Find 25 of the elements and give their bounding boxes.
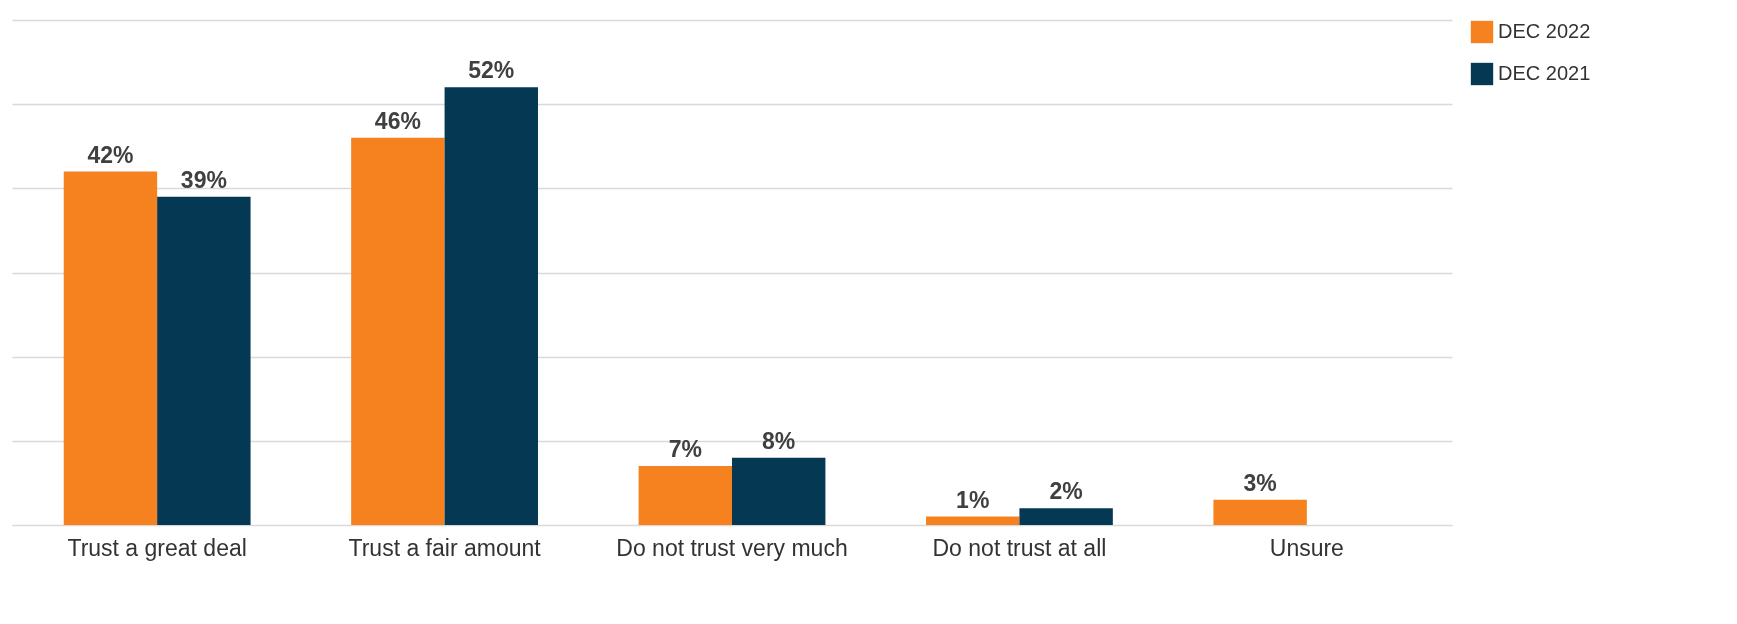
- data-label: 46%: [374, 107, 421, 134]
- data-label: 3%: [1243, 469, 1277, 496]
- x-tick-label: Do not trust very much: [616, 534, 848, 561]
- x-tick-label: Trust a fair amount: [348, 534, 542, 561]
- x-tick-label: Trust a great deal: [67, 534, 247, 561]
- bar: [444, 87, 538, 525]
- data-label: 7%: [668, 436, 702, 463]
- data-label: 42%: [87, 141, 134, 168]
- bar: [926, 516, 1020, 525]
- legend-label: DEC 2021: [1498, 62, 1591, 84]
- data-label: 39%: [180, 166, 227, 193]
- bar: [157, 196, 251, 525]
- bar: [63, 171, 158, 525]
- bar: [638, 466, 732, 525]
- bar: [351, 137, 445, 525]
- legend-label: DEC 2022: [1498, 20, 1591, 42]
- x-tick-label: Unsure: [1269, 534, 1344, 561]
- bar: [1213, 499, 1307, 525]
- bar: [732, 457, 826, 525]
- data-label: 8%: [762, 427, 796, 454]
- data-label: 52%: [468, 57, 515, 84]
- data-label: 2%: [1049, 478, 1083, 505]
- bar: [1019, 508, 1113, 525]
- data-label: 1%: [956, 486, 990, 513]
- x-tick-label: Do not trust at all: [932, 534, 1107, 561]
